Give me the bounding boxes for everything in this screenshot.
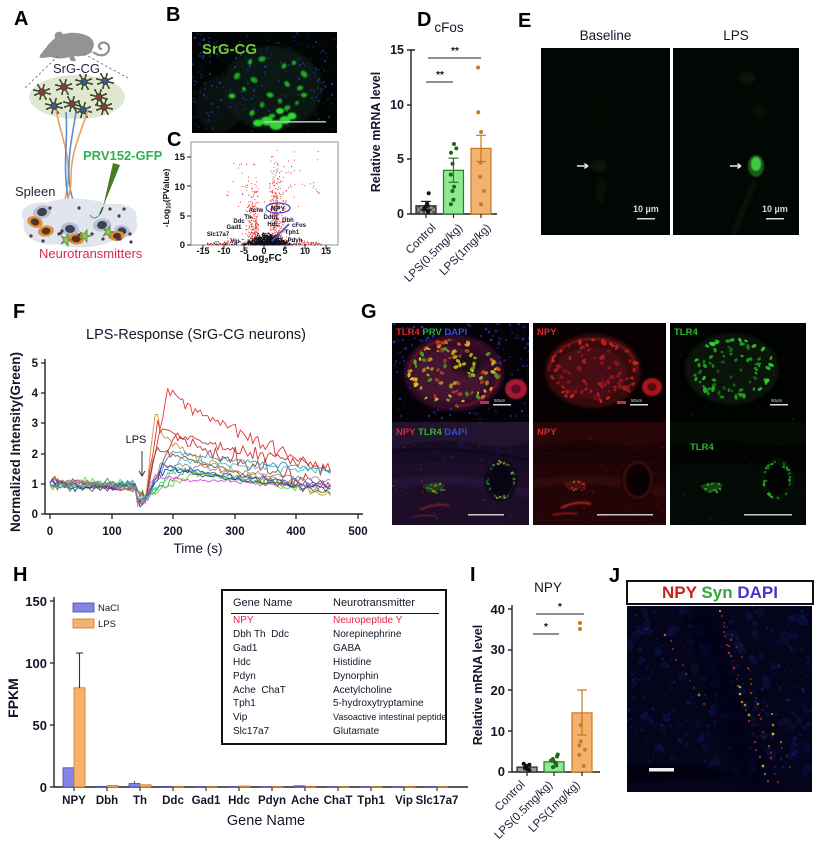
svg-text:-10: -10 (217, 246, 230, 256)
svg-text:20: 20 (491, 683, 505, 698)
svg-text:TLR4: TLR4 (674, 327, 698, 338)
svg-text:10 µm: 10 µm (633, 204, 659, 214)
svg-text:0: 0 (32, 509, 38, 521)
svg-text:4: 4 (32, 388, 39, 400)
svg-text:10: 10 (491, 724, 505, 739)
svg-text:50um: 50um (494, 398, 506, 403)
svg-text:Hdc: Hdc (228, 795, 250, 807)
svg-text:Relative mRNA level: Relative mRNA level (370, 72, 383, 192)
svg-text:10: 10 (300, 246, 310, 256)
svg-text:300: 300 (225, 526, 244, 538)
svg-text:Relative mRNA level: Relative mRNA level (471, 625, 485, 745)
svg-text:PRV152-GFP: PRV152-GFP (83, 148, 163, 163)
svg-text:10: 10 (390, 98, 404, 112)
svg-text:0: 0 (397, 207, 404, 221)
svg-text:-15: -15 (196, 246, 209, 256)
svg-text:0: 0 (180, 240, 185, 251)
svg-text:10 µm: 10 µm (762, 204, 788, 214)
svg-text:Neurotransmitters: Neurotransmitters (39, 246, 143, 261)
svg-text:15: 15 (174, 152, 185, 163)
svg-text:Ache: Ache (249, 208, 264, 214)
svg-text:-5: -5 (240, 246, 248, 256)
svg-text:Tph1: Tph1 (285, 230, 300, 236)
svg-text:NPY: NPY (537, 327, 557, 338)
svg-text:NPY: NPY (534, 580, 562, 595)
svg-text:10: 10 (174, 182, 185, 193)
svg-text:NPY TLR4 DAPI: NPY TLR4 DAPI (396, 427, 467, 438)
svg-text:NPY: NPY (537, 427, 557, 438)
svg-text:SrG-CG: SrG-CG (53, 61, 100, 76)
svg-text:0: 0 (261, 246, 266, 256)
svg-text:Slc17a7: Slc17a7 (416, 795, 459, 807)
svg-text:3: 3 (32, 418, 38, 430)
svg-text:-Log10(PValue): -Log10(PValue) (161, 169, 173, 228)
svg-text:Pdyn: Pdyn (258, 795, 286, 807)
svg-text:200: 200 (163, 526, 182, 538)
svg-text:Gad1: Gad1 (226, 225, 242, 231)
svg-text:Spleen: Spleen (15, 184, 55, 199)
svg-text:LPS: LPS (126, 434, 147, 446)
svg-text:Normalized Intensity(Green): Normalized Intensity(Green) (8, 352, 23, 532)
svg-text:cFos: cFos (292, 223, 307, 229)
svg-text:cFos: cFos (434, 20, 464, 35)
svg-text:FPKM: FPKM (8, 678, 21, 718)
svg-text:0: 0 (498, 764, 505, 779)
svg-text:0: 0 (47, 526, 53, 538)
svg-text:**: ** (451, 46, 459, 57)
svg-text:Ddc: Ddc (233, 219, 245, 225)
svg-text:Slc17a7: Slc17a7 (207, 232, 230, 238)
svg-text:1: 1 (32, 479, 39, 491)
svg-text:TLR4: TLR4 (690, 442, 714, 453)
svg-text:100: 100 (25, 656, 47, 671)
svg-text:NaCl: NaCl (98, 603, 119, 614)
svg-text:*: * (544, 622, 548, 633)
svg-text:40: 40 (491, 602, 505, 617)
svg-text:5: 5 (180, 211, 186, 222)
svg-text:30: 30 (491, 642, 505, 657)
svg-text:Vip: Vip (395, 795, 413, 807)
svg-text:Dbh: Dbh (96, 795, 118, 807)
svg-text:0: 0 (40, 780, 47, 795)
svg-text:150: 150 (25, 594, 47, 609)
svg-text:5: 5 (397, 152, 404, 166)
svg-text:50: 50 (33, 718, 47, 733)
svg-text:Tph1: Tph1 (357, 795, 385, 807)
svg-text:NPY: NPY (271, 206, 286, 213)
svg-text:LPS-Response (SrG-CG neurons): LPS-Response (SrG-CG neurons) (86, 327, 306, 343)
svg-text:Vip: Vip (230, 239, 240, 245)
svg-text:Dbh: Dbh (282, 218, 294, 224)
svg-text:Ddh1: Ddh1 (264, 215, 280, 221)
svg-text:Hdc: Hdc (267, 222, 279, 228)
svg-text:**: ** (436, 70, 444, 81)
svg-text:Pdyn: Pdyn (288, 238, 303, 244)
svg-text:500: 500 (348, 526, 367, 538)
svg-text:50um: 50um (631, 398, 643, 403)
svg-text:Log2FC: Log2FC (246, 253, 282, 265)
svg-text:5: 5 (282, 246, 287, 256)
svg-text:Ddc: Ddc (162, 795, 184, 807)
svg-text:Gene Name: Gene Name (227, 813, 305, 829)
svg-text:*: * (558, 602, 562, 613)
svg-text:TLR4 PRV DAPI: TLR4 PRV DAPI (396, 327, 467, 338)
svg-text:15: 15 (390, 43, 404, 57)
svg-text:400: 400 (286, 526, 305, 538)
svg-text:100: 100 (102, 526, 121, 538)
svg-text:Ache: Ache (291, 795, 319, 807)
svg-text:SrG-CG: SrG-CG (202, 41, 257, 58)
svg-text:2: 2 (32, 449, 38, 461)
svg-text:Gad1: Gad1 (192, 795, 221, 807)
svg-text:15: 15 (321, 246, 331, 256)
svg-text:NPY: NPY (62, 795, 86, 807)
svg-text:ChaT: ChaT (324, 795, 353, 807)
svg-text:Time (s): Time (s) (174, 541, 223, 556)
svg-text:5: 5 (32, 358, 39, 370)
svg-text:Th: Th (244, 215, 252, 221)
svg-text:50um: 50um (771, 398, 783, 403)
svg-text:LPS: LPS (98, 619, 116, 630)
svg-text:Th: Th (133, 795, 147, 807)
